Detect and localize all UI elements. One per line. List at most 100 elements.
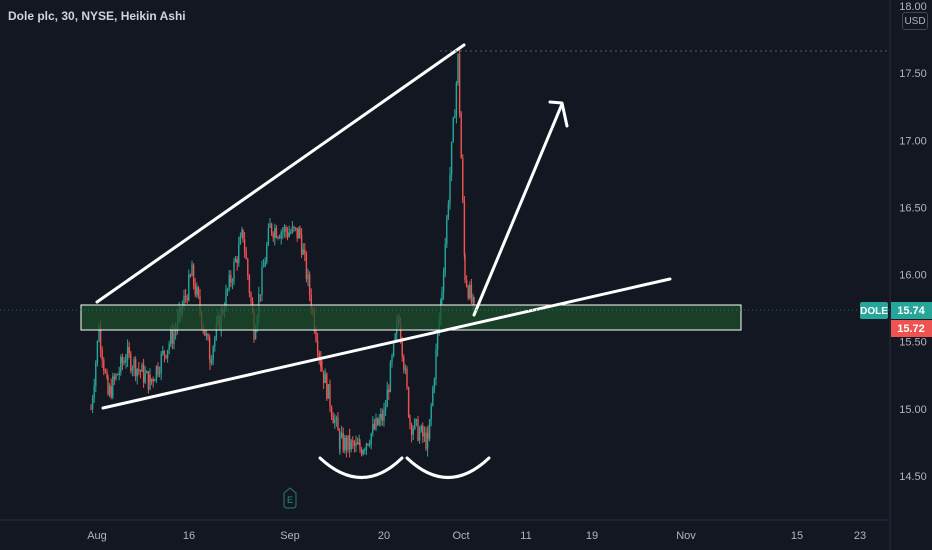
candle-body (209, 359, 211, 364)
candle-body (261, 267, 263, 296)
candle-body (342, 432, 344, 451)
candle-body (277, 237, 279, 238)
symbol-tag-text: DOLE (860, 306, 888, 317)
left-shoulder-arc[interactable] (318, 456, 404, 479)
price-tag-last: DOLE 15.74 (860, 302, 932, 319)
candle-body (383, 410, 385, 421)
candle-body (376, 418, 379, 425)
candle-body (373, 423, 376, 429)
candle-body (447, 203, 450, 217)
candle-body (473, 297, 475, 304)
right-shoulder-arc[interactable] (405, 456, 491, 479)
upper-trendline[interactable] (95, 43, 466, 304)
candle-body (407, 387, 410, 417)
candle-body (462, 158, 464, 202)
candle-body (344, 437, 346, 451)
price-axis[interactable]: 18.00 17.50 17.00 16.50 16.00 15.50 15.00 14.50 (889, 0, 927, 550)
candle-body (160, 353, 162, 373)
candle-body (324, 373, 326, 383)
candle-body (304, 249, 306, 254)
candle-body (205, 333, 208, 336)
candle-body (472, 297, 474, 302)
candle-body (299, 229, 301, 235)
candle-body (455, 83, 458, 116)
candle-body (197, 287, 200, 297)
candle-body (412, 428, 414, 435)
time-tick-label: 16 (183, 530, 195, 542)
candle-body (139, 370, 142, 372)
candle-body (90, 408, 92, 410)
lower-trendline[interactable] (101, 277, 672, 410)
candle-body (426, 432, 429, 449)
candle-body (191, 264, 193, 274)
time-tick-label: Nov (676, 530, 696, 542)
candle-body (189, 274, 192, 277)
candle-body (225, 290, 227, 310)
candle-body (150, 378, 153, 383)
candle-body (362, 450, 364, 455)
candle-body (285, 227, 287, 232)
price-tick-label: 17.00 (899, 135, 927, 147)
candle-body (364, 449, 366, 451)
candle-body (120, 357, 122, 373)
earnings-marker[interactable]: E (283, 487, 297, 509)
candle-body (464, 255, 466, 281)
candle-body (435, 349, 437, 380)
candle-body (104, 370, 107, 373)
candle-body (348, 435, 351, 450)
candle-body (131, 368, 134, 371)
candle-body (199, 296, 201, 313)
candle-body (107, 377, 109, 395)
candle-body (358, 442, 360, 445)
candle-body (310, 294, 312, 310)
candle-body (272, 233, 274, 238)
candle-body (403, 356, 405, 370)
candle-body (294, 227, 297, 229)
support-zone-rectangle[interactable] (80, 304, 742, 331)
candle-body (116, 374, 119, 376)
candle-body (278, 237, 281, 238)
candle-body (171, 330, 174, 344)
symbol-title[interactable]: Dole plc, 30, NYSE, Heikin Ashi (8, 9, 186, 23)
candle-body (168, 343, 170, 350)
candle-body (230, 274, 232, 283)
candle-body (234, 259, 237, 262)
price-tick-label: 17.50 (899, 68, 927, 80)
candle-body (165, 355, 167, 358)
candle-body (345, 437, 348, 450)
candle-body (340, 432, 343, 437)
candle-body (430, 405, 432, 420)
candle-body (91, 398, 94, 409)
candle-body (134, 359, 137, 377)
candle-body (370, 433, 372, 445)
candle-body (296, 227, 298, 239)
candle-body (280, 232, 282, 239)
price-tick-label: 18.00 (899, 1, 927, 13)
last-price-tag-text: 15.74 (897, 305, 925, 317)
candle-body (335, 418, 338, 420)
candle-body (391, 355, 393, 363)
currency-label[interactable]: USD (902, 12, 928, 30)
candle-body (208, 337, 211, 360)
projection-arrow-line[interactable] (472, 102, 564, 317)
candle-body (427, 432, 429, 439)
candle-body (394, 333, 396, 343)
candle-body (322, 370, 325, 383)
time-axis[interactable]: Aug 16 Sep 20 Oct 11 19 Nov 15 23 (0, 519, 890, 542)
prev-price-tag-bg (891, 320, 932, 337)
candle-body (300, 234, 303, 255)
candle-body (238, 244, 240, 264)
candle-body (330, 407, 333, 417)
candle-body (204, 330, 206, 336)
candle-body (283, 227, 286, 232)
candle-body (245, 251, 247, 260)
candle-body (188, 274, 190, 301)
candle-body (264, 261, 266, 267)
candle-body (355, 442, 357, 446)
candle-body (228, 274, 230, 289)
candle-body (359, 442, 361, 450)
candle-body (446, 216, 448, 245)
candle-body (441, 292, 443, 300)
